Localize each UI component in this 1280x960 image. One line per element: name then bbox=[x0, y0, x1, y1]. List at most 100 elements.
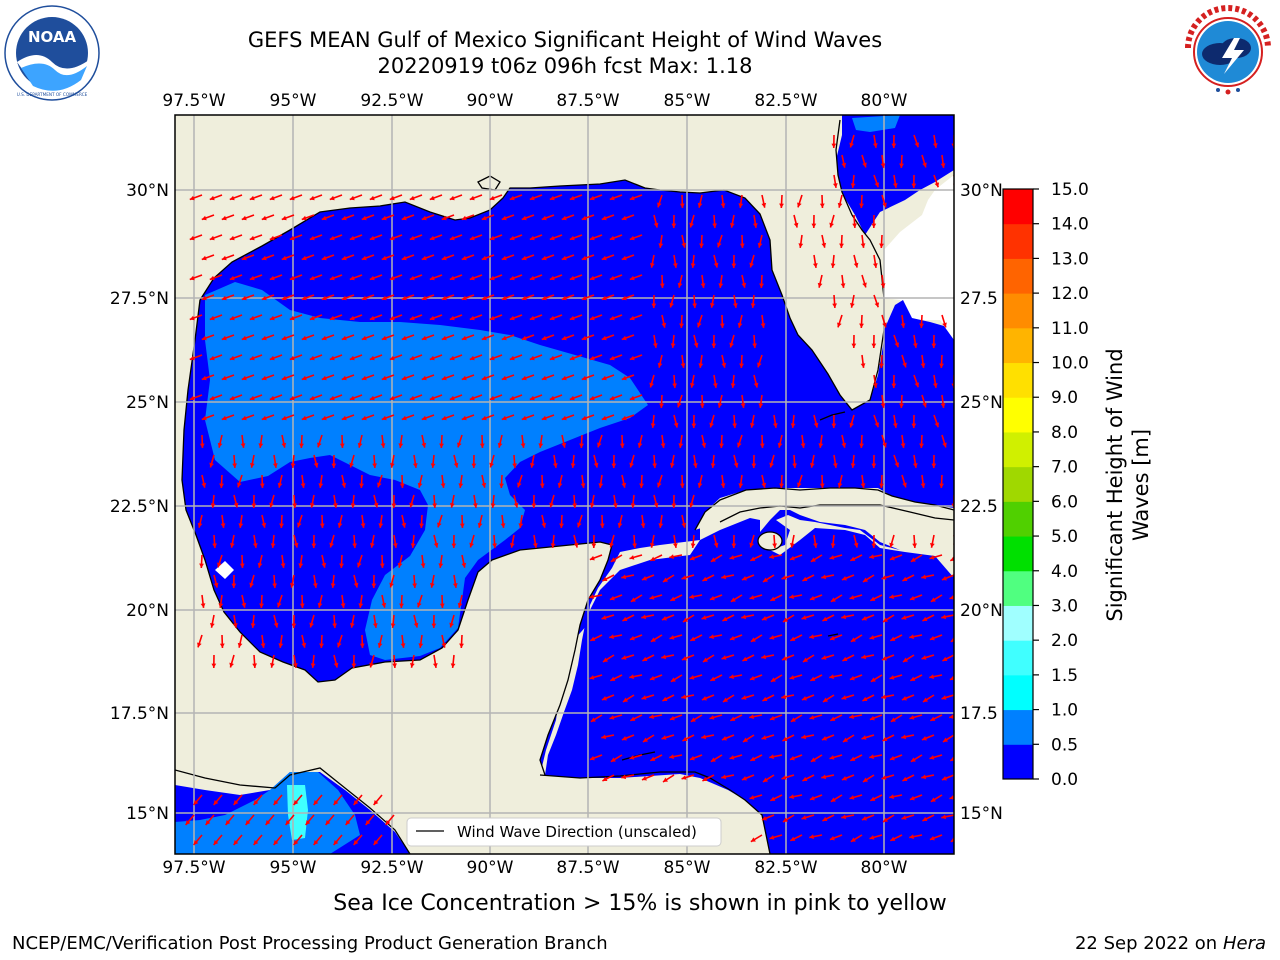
wave-arrow bbox=[701, 694, 715, 701]
wave-arrow bbox=[301, 294, 315, 301]
wave-arrow bbox=[559, 514, 564, 529]
wave-arrow bbox=[729, 674, 743, 679]
wave-arrow bbox=[681, 514, 687, 528]
wave-arrow bbox=[241, 254, 255, 261]
wave-arrow bbox=[749, 554, 763, 562]
wave-arrow bbox=[909, 714, 923, 720]
wave-arrow bbox=[345, 814, 355, 826]
wave-arrow bbox=[871, 454, 877, 469]
wave-arrow bbox=[301, 254, 315, 261]
wave-arrow bbox=[881, 194, 887, 208]
wave-arrow bbox=[589, 194, 603, 201]
date-stamp: 22 Sep 2022 on Hera bbox=[1075, 933, 1266, 954]
wave-arrow bbox=[798, 234, 804, 248]
wave-arrow bbox=[621, 374, 635, 381]
wave-arrow bbox=[509, 234, 523, 241]
wave-arrow bbox=[461, 214, 475, 221]
wave-arrow bbox=[910, 554, 923, 563]
wave-arrow bbox=[851, 334, 857, 349]
wave-arrow bbox=[793, 214, 799, 228]
wave-arrow bbox=[492, 534, 497, 549]
wave-arrow bbox=[790, 534, 795, 548]
wave-arrow bbox=[942, 734, 954, 743]
wave-arrow bbox=[940, 154, 946, 169]
wave-arrow bbox=[429, 394, 443, 401]
wave-arrow bbox=[589, 314, 603, 321]
wave-arrow bbox=[901, 734, 915, 740]
wave-arrow bbox=[481, 474, 487, 488]
wave-arrow bbox=[709, 634, 723, 639]
wave-arrow bbox=[272, 574, 277, 589]
wave-arrow bbox=[569, 354, 583, 361]
wave-arrow bbox=[789, 634, 803, 642]
wave-arrow bbox=[702, 654, 715, 663]
wave-arrow bbox=[889, 794, 903, 799]
wave-arrow bbox=[241, 294, 255, 301]
wave-arrow bbox=[849, 594, 863, 600]
wave-arrow bbox=[459, 514, 465, 529]
florida bbox=[736, 115, 884, 405]
wave-arrow bbox=[777, 434, 783, 448]
wave-arrow bbox=[331, 454, 337, 469]
wave-arrow bbox=[772, 414, 778, 428]
wave-arrow bbox=[670, 454, 675, 468]
wave-arrow bbox=[681, 574, 695, 580]
wave-arrow bbox=[730, 374, 736, 389]
wave-arrow bbox=[741, 574, 755, 581]
wave-arrow bbox=[469, 274, 483, 281]
wave-arrow bbox=[809, 794, 823, 801]
wave-arrow bbox=[712, 374, 718, 388]
wave-arrow bbox=[862, 574, 875, 583]
wave-arrow bbox=[859, 194, 864, 209]
wave-arrow bbox=[189, 194, 203, 201]
wave-arrow bbox=[589, 274, 603, 281]
wave-arrow bbox=[189, 274, 203, 281]
wave-arrow bbox=[469, 314, 483, 321]
wave-arrow bbox=[941, 774, 954, 781]
wave-arrow bbox=[673, 414, 679, 428]
wave-arrow bbox=[602, 654, 615, 663]
wave-arrow bbox=[718, 274, 724, 288]
wave-arrow bbox=[312, 574, 318, 588]
wave-arrow bbox=[810, 754, 823, 763]
wave-arrow bbox=[409, 234, 423, 241]
wave-arrow bbox=[829, 834, 843, 841]
wave-arrow bbox=[692, 454, 698, 468]
wave-arrow bbox=[750, 834, 763, 843]
wave-arrow bbox=[193, 794, 203, 806]
wave-arrow bbox=[281, 434, 287, 448]
wave-arrow bbox=[661, 734, 675, 740]
wave-arrow bbox=[361, 294, 375, 301]
wave-arrow bbox=[821, 654, 835, 660]
wave-arrow bbox=[213, 794, 223, 806]
wave-arrow bbox=[921, 574, 935, 580]
wave-arrow bbox=[333, 654, 339, 668]
wave-arrow bbox=[801, 614, 815, 620]
wave-arrow bbox=[529, 314, 543, 321]
wave-arrow bbox=[231, 574, 237, 589]
wave-arrow bbox=[301, 374, 315, 381]
colorbar-tick-label: 1.5 bbox=[1051, 666, 1078, 686]
wave-arrow bbox=[811, 214, 817, 229]
wave-arrow bbox=[381, 374, 395, 381]
wave-arrow bbox=[201, 414, 215, 421]
wave-arrow bbox=[849, 414, 855, 428]
wave-arrow bbox=[710, 294, 715, 308]
sea-ice-note: Sea Ice Concentration > 15% is shown in … bbox=[333, 891, 947, 916]
wave-arrow bbox=[360, 514, 366, 529]
wave-arrow bbox=[649, 674, 663, 681]
wave-arrow bbox=[329, 534, 335, 548]
lon-tick-top: 85°W bbox=[664, 91, 711, 111]
wave-arrow bbox=[737, 314, 743, 328]
wave-arrow bbox=[931, 454, 937, 469]
wave-arrow bbox=[761, 614, 775, 621]
wave-arrow bbox=[829, 674, 843, 679]
wave-arrow bbox=[679, 194, 685, 209]
wave-arrow bbox=[277, 594, 283, 608]
wave-arrow bbox=[589, 674, 603, 680]
wave-arrow bbox=[213, 574, 219, 588]
wave-arrow bbox=[653, 494, 659, 508]
wave-arrow bbox=[621, 414, 635, 421]
wave-arrow bbox=[701, 434, 707, 448]
wave-arrow bbox=[381, 294, 395, 301]
